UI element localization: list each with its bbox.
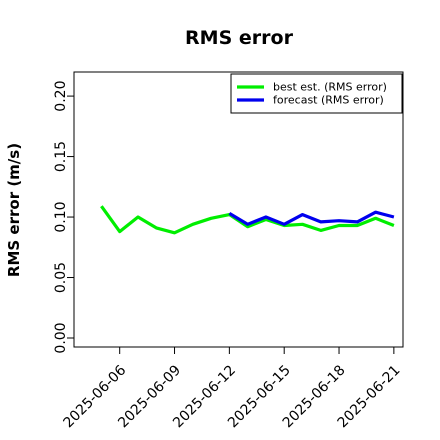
y-tick-label-0: 0.00: [53, 322, 69, 353]
y-tick-label-4: 0.20: [53, 81, 69, 112]
y-tick-label-2: 0.10: [53, 201, 69, 232]
legend-label-0: best est. (RMS error): [273, 81, 387, 94]
legend-label-1: forecast (RMS error): [273, 94, 384, 107]
y-tick-label-3: 0.15: [53, 141, 69, 172]
y-tick-label-1: 0.05: [53, 262, 69, 293]
y-axis: 0.00 0.05 0.10 0.15 0.20: [53, 81, 74, 354]
legend: best est. (RMS error)forecast (RMS error…: [230, 73, 403, 114]
series-line-0: [100, 205, 395, 235]
legend-box: [230, 73, 403, 114]
plot-frame: [73, 71, 404, 348]
y-axis-label: RMS error (m/s): [5, 143, 23, 277]
x-axis: 2025-06-062025-06-092025-06-122025-06-15…: [60, 347, 404, 431]
series-layer: [100, 205, 395, 235]
series-line-1: [228, 210, 395, 226]
chart-title: RMS error: [185, 27, 294, 49]
